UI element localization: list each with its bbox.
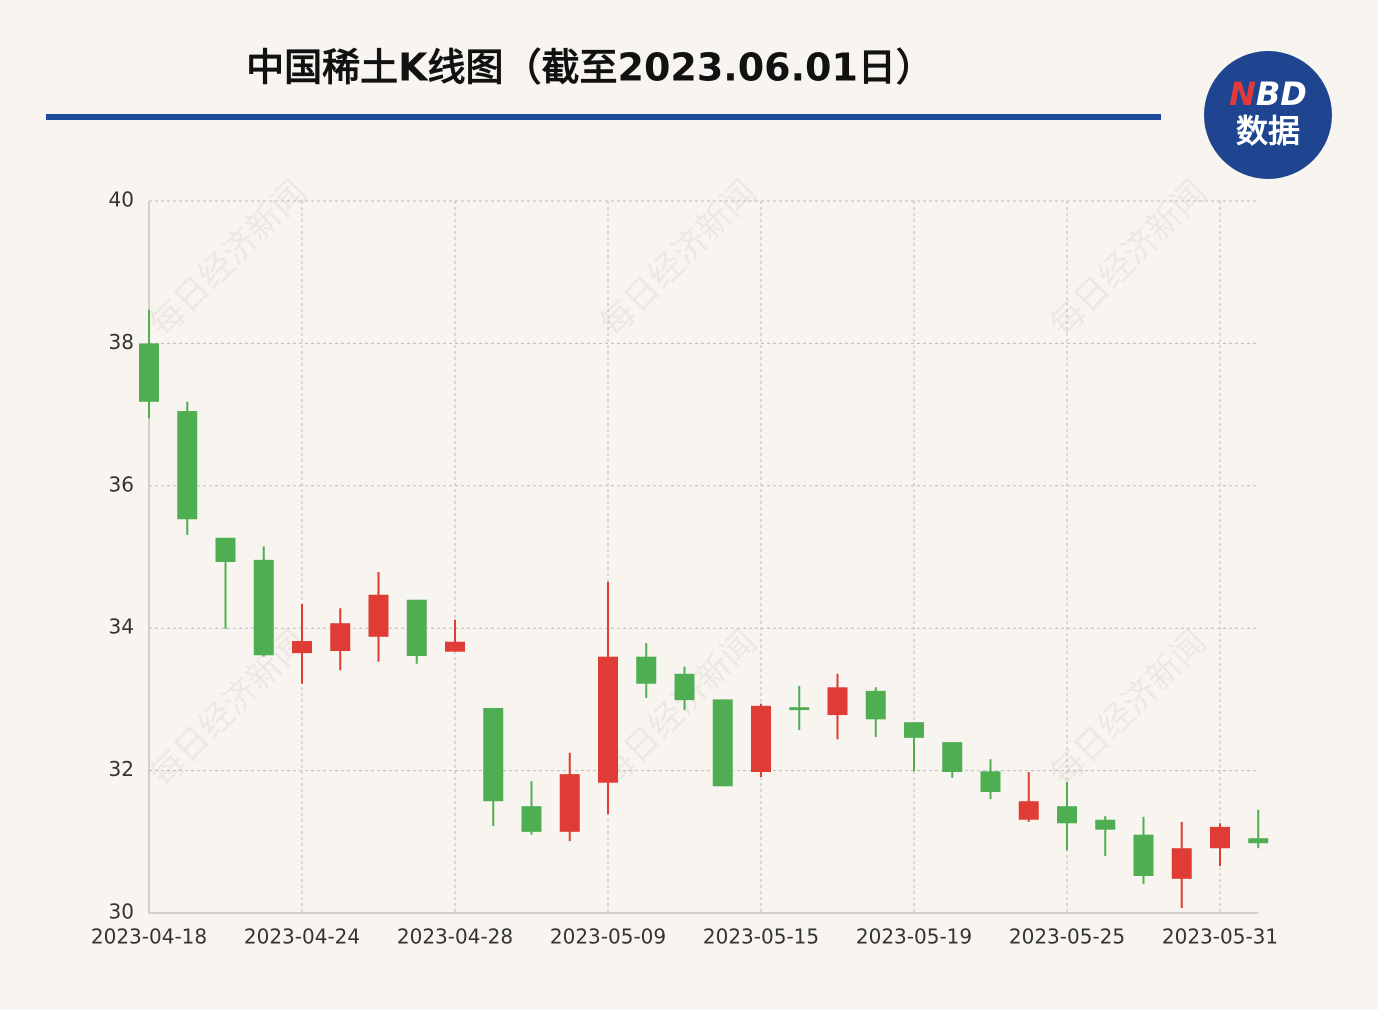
- candle-body: [1248, 838, 1269, 844]
- candle-body: [904, 722, 924, 738]
- candle-body: [789, 707, 810, 711]
- candle-body: [636, 656, 657, 684]
- candle-body: [177, 411, 198, 520]
- candle-body: [865, 690, 886, 720]
- x-tick-label: 2023-05-15: [703, 925, 819, 949]
- candle-body: [1210, 826, 1230, 849]
- candle-body: [559, 774, 580, 832]
- logo: [1204, 51, 1332, 179]
- candle-body: [1133, 834, 1154, 876]
- title-rule: [46, 114, 1161, 120]
- chart-title: 中国稀土K线图（截至2023.06.01日）: [246, 46, 934, 90]
- candle-body: [980, 771, 1001, 792]
- candle-body: [1095, 819, 1116, 830]
- x-tick-label: 2023-04-24: [244, 925, 360, 949]
- x-tick-label: 2023-05-09: [550, 925, 666, 949]
- candle-body: [368, 594, 389, 637]
- candle-body: [253, 559, 274, 656]
- candle-body: [445, 641, 465, 652]
- x-tick-label: 2023-05-25: [1009, 925, 1125, 949]
- y-tick-label: 36: [109, 472, 134, 496]
- logo-bd: BD: [1256, 75, 1307, 113]
- candle-body: [521, 806, 542, 832]
- candle-body: [1018, 801, 1039, 820]
- y-tick-label: 40: [109, 188, 134, 212]
- candle-body: [292, 641, 312, 654]
- x-tick-label: 2023-04-28: [397, 925, 513, 949]
- logo-n: N: [1229, 75, 1256, 113]
- candle-body: [674, 673, 695, 701]
- candle-body: [330, 623, 351, 651]
- x-tick-label: 2023-04-18: [91, 925, 207, 949]
- candle-body: [1057, 806, 1077, 824]
- y-tick-label: 32: [109, 757, 134, 781]
- candle-body: [483, 707, 504, 802]
- candle-body: [139, 343, 159, 402]
- x-tick-label: 2023-05-19: [856, 925, 972, 949]
- y-tick-label: 38: [109, 330, 134, 354]
- candle-body: [827, 687, 848, 716]
- y-tick-label: 34: [109, 615, 134, 639]
- candle-body: [1171, 848, 1192, 879]
- x-tick-label: 2023-05-31: [1162, 925, 1278, 949]
- candle-body: [215, 537, 236, 562]
- candle-body: [712, 699, 733, 787]
- logo-sub: 数据: [1236, 112, 1300, 150]
- candle-body: [942, 742, 963, 773]
- candle-body: [751, 705, 771, 773]
- y-tick-label: 30: [109, 900, 134, 924]
- logo-text: NBD: [1229, 75, 1307, 113]
- candle-body: [406, 599, 427, 656]
- candle-body: [598, 656, 618, 783]
